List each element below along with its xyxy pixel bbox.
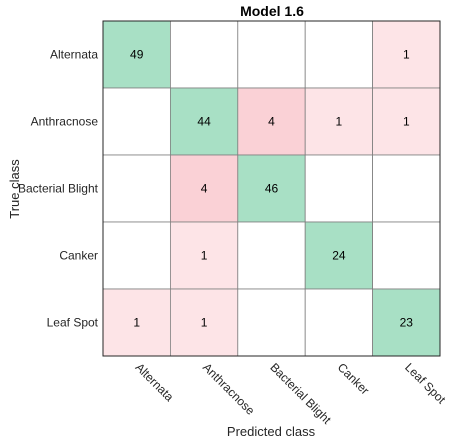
y-tick-leaf-spot: Leaf Spot xyxy=(47,316,99,330)
cell-value-alternata-leaf-spot: 1 xyxy=(403,48,410,62)
cell-leaf-spot-canker xyxy=(304,288,374,357)
cell-canker-bacterial-blight xyxy=(237,221,306,290)
cell-value-alternata-alternata: 49 xyxy=(130,48,144,62)
matrix-cells xyxy=(102,20,441,357)
cell-value-bacterial-blight-bacterial-blight: 46 xyxy=(265,182,279,196)
cell-value-anthracnose-anthracnose: 44 xyxy=(197,115,211,129)
cell-value-anthracnose-leaf-spot: 1 xyxy=(403,115,410,129)
cell-alternata-bacterial-blight xyxy=(237,20,306,89)
y-tick-anthracnose: Anthracnose xyxy=(31,115,99,129)
y-tick-alternata: Alternata xyxy=(50,48,98,62)
cell-anthracnose-bacterial-blight xyxy=(237,87,306,156)
cell-leaf-spot-alternata xyxy=(102,288,171,357)
cell-value-leaf-spot-alternata: 1 xyxy=(133,316,140,330)
x-tick-bacterial-blight: Bacterial Blight xyxy=(267,360,334,427)
cell-anthracnose-leaf-spot xyxy=(372,87,441,156)
cell-values: 49 144 4 1 14 461 241 1 23 xyxy=(130,48,413,330)
cell-anthracnose-alternata xyxy=(102,87,171,156)
cell-alternata-leaf-spot xyxy=(372,20,441,89)
cell-bacterial-blight-anthracnose xyxy=(169,154,239,223)
plot-border xyxy=(102,20,441,357)
cell-value-anthracnose-canker: 1 xyxy=(336,115,343,129)
cell-leaf-spot-anthracnose xyxy=(169,288,239,357)
cell-canker-leaf-spot xyxy=(372,221,441,290)
cell-value-leaf-spot-anthracnose: 1 xyxy=(201,316,208,330)
cell-leaf-spot-bacterial-blight xyxy=(237,288,306,357)
x-axis-label: Predicted class xyxy=(227,424,316,439)
y-tick-labels: Alternata Anthracnose Bacterial Blight Cank… xyxy=(18,48,99,330)
y-tick-canker: Canker xyxy=(59,249,98,263)
chart-title: Model 1.6 xyxy=(240,3,304,19)
cell-canker-anthracnose xyxy=(169,221,239,290)
cell-canker-canker xyxy=(304,221,374,290)
cell-bacterial-blight-leaf-spot xyxy=(372,154,441,223)
x-tick-leaf-spot: Leaf Spot xyxy=(402,360,449,407)
y-tick-bacterial-blight: Bacterial Blight xyxy=(18,182,99,196)
cell-canker-alternata xyxy=(102,221,171,290)
cell-leaf-spot-leaf-spot xyxy=(372,288,441,357)
x-tick-anthracnose: Anthracnose xyxy=(200,360,258,418)
x-tick-canker: Canker xyxy=(335,360,372,397)
cell-value-leaf-spot-leaf-spot: 23 xyxy=(400,316,414,330)
x-tick-labels: Alternata Anthracnose Bacterial Blight Cank… xyxy=(133,360,449,427)
cell-value-anthracnose-bacterial-blight: 4 xyxy=(268,115,275,129)
cell-bacterial-blight-canker xyxy=(304,154,374,223)
cell-value-canker-canker: 24 xyxy=(332,249,346,263)
cell-value-canker-anthracnose: 1 xyxy=(201,249,208,263)
cell-alternata-canker xyxy=(304,20,374,89)
cell-bacterial-blight-bacterial-blight xyxy=(237,154,306,223)
x-tick-alternata: Alternata xyxy=(133,360,177,404)
cell-alternata-anthracnose xyxy=(169,20,239,89)
y-axis-label: True class xyxy=(7,159,22,219)
cell-bacterial-blight-alternata xyxy=(102,154,171,223)
cell-value-bacterial-blight-anthracnose: 4 xyxy=(201,182,208,196)
cell-alternata-alternata xyxy=(102,20,171,89)
